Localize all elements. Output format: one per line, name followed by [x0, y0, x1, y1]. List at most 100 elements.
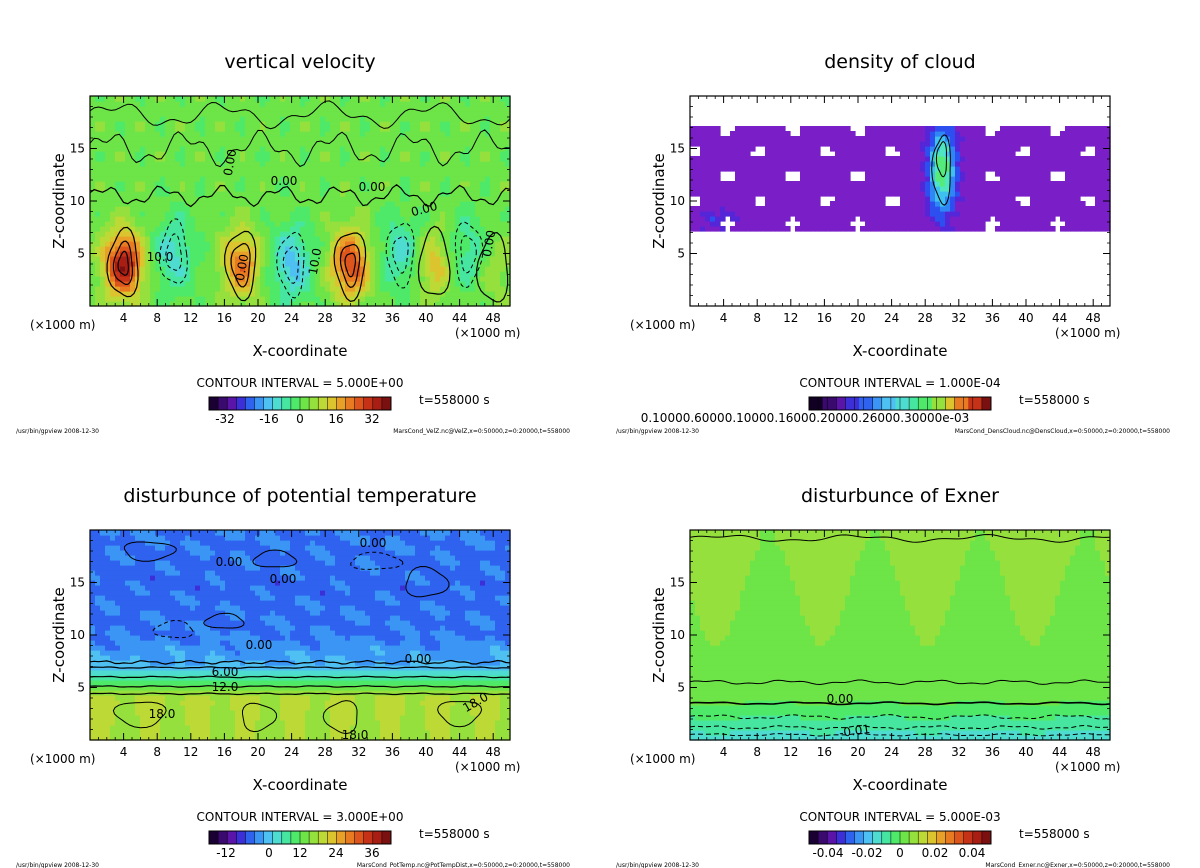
field-cell — [155, 151, 161, 157]
field-cell — [220, 96, 226, 102]
field-cell — [320, 126, 326, 132]
field-cell — [955, 181, 961, 187]
field-cell — [135, 131, 141, 137]
field-cell — [200, 166, 206, 172]
field-cell — [210, 96, 216, 102]
field-cell — [165, 166, 171, 172]
field-cell — [955, 146, 961, 152]
field-cell — [865, 191, 871, 197]
field-cell — [165, 121, 171, 127]
field-cell — [100, 226, 106, 232]
field-cell — [240, 121, 246, 127]
field-cell — [505, 126, 511, 132]
field-cell — [135, 166, 141, 172]
field-cell — [155, 176, 161, 182]
field-cell — [125, 286, 131, 292]
field-cell — [915, 161, 921, 167]
field-cell — [500, 121, 506, 127]
field-cell — [875, 126, 881, 132]
field-cell — [180, 111, 186, 117]
field-cell — [425, 241, 431, 247]
field-cell — [220, 131, 226, 137]
field-cell — [275, 156, 281, 162]
field-cell — [265, 286, 271, 292]
field-cell — [175, 216, 181, 222]
field-cell — [145, 296, 151, 302]
field-cell — [865, 226, 871, 232]
field-cell — [295, 151, 301, 157]
field-cell — [355, 181, 361, 187]
field-cell — [485, 241, 491, 247]
field-cell — [285, 151, 291, 157]
field-cell — [835, 226, 841, 232]
field-cell — [170, 281, 176, 287]
field-cell — [775, 181, 781, 187]
field-cell — [105, 236, 111, 242]
field-cell — [915, 186, 921, 192]
field-cell — [480, 136, 486, 142]
field-cell — [200, 291, 206, 297]
field-cell — [285, 301, 291, 307]
field-cell — [400, 151, 406, 157]
field-cell — [235, 201, 241, 207]
field-cell — [195, 166, 201, 172]
field-cell — [145, 211, 151, 217]
field-cell — [215, 231, 221, 237]
field-cell — [160, 121, 166, 127]
field-cell — [215, 176, 221, 182]
field-cell — [175, 281, 181, 287]
field-cell — [460, 236, 466, 242]
field-cell — [870, 226, 876, 232]
field-cell — [105, 111, 111, 117]
field-cell — [390, 231, 396, 237]
field-cell — [975, 226, 981, 232]
field-cell — [140, 126, 146, 132]
field-cell — [200, 276, 206, 282]
field-cell — [205, 211, 211, 217]
contour-line — [117, 250, 129, 276]
field-cell — [455, 216, 461, 222]
field-cell — [390, 266, 396, 272]
field-cell — [975, 136, 981, 142]
field-cell — [300, 211, 306, 217]
field-cell — [475, 216, 481, 222]
field-cell — [220, 151, 226, 157]
field-cell — [220, 281, 226, 287]
field-cell — [430, 191, 436, 197]
field-cell — [220, 246, 226, 252]
field-cell — [150, 146, 156, 152]
field-cell — [310, 241, 316, 247]
field-cell — [220, 171, 226, 177]
field-cell — [955, 166, 961, 172]
field-cell — [155, 231, 161, 237]
field-cell — [460, 186, 466, 192]
field-cell — [430, 256, 436, 262]
field-cell — [790, 206, 796, 212]
field-cell — [240, 161, 246, 167]
field-cell — [135, 156, 141, 162]
field-cell — [975, 126, 981, 132]
field-cell — [735, 221, 741, 227]
field-cell — [190, 111, 196, 117]
field-cell — [245, 166, 251, 172]
field-cell — [875, 136, 881, 142]
field-cell — [100, 111, 106, 117]
field-cell — [505, 151, 511, 157]
field-cell — [785, 196, 791, 202]
field-cell — [180, 266, 186, 272]
field-cell — [735, 201, 741, 207]
field-cell — [305, 226, 311, 232]
field-cell — [325, 216, 331, 222]
field-cell — [270, 251, 276, 257]
field-cell — [100, 231, 106, 237]
field-cell — [190, 151, 196, 157]
field-cell — [810, 156, 816, 162]
field-cell — [435, 126, 441, 132]
field-cell — [735, 141, 741, 147]
field-cell — [140, 166, 146, 172]
field-cell — [435, 116, 441, 122]
field-cell — [305, 236, 311, 242]
field-cell — [160, 266, 166, 272]
field-cell — [140, 266, 146, 272]
field-cell — [295, 206, 301, 212]
